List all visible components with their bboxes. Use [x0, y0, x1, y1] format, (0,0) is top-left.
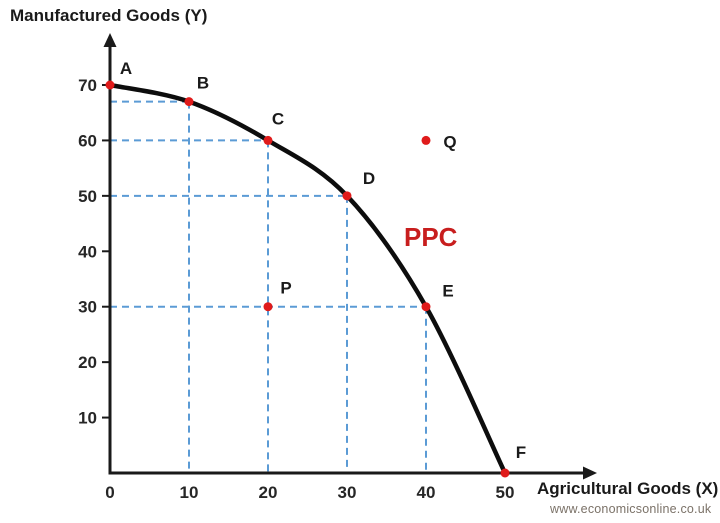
point-label-e: E — [442, 282, 453, 301]
point-dot-q — [421, 135, 431, 145]
point-label-a: A — [120, 59, 132, 78]
y-tick-label: 50 — [78, 187, 97, 206]
point-label-f: F — [516, 443, 526, 462]
x-tick-label: 10 — [180, 483, 199, 502]
point-dot-c — [263, 135, 273, 145]
point-label-p: P — [280, 279, 291, 298]
point-dot-f — [500, 468, 510, 478]
y-tick-label: 40 — [78, 242, 97, 261]
point-label-c: C — [272, 109, 284, 128]
x-tick-label: 50 — [496, 483, 515, 502]
y-tick-label: 30 — [78, 298, 97, 317]
x-axis-title: Agricultural Goods (X) — [537, 479, 719, 498]
x-tick-label: 20 — [259, 483, 278, 502]
y-tick-label: 20 — [78, 353, 97, 372]
point-dot-p — [263, 302, 273, 312]
point-label-q: Q — [443, 132, 456, 151]
x-tick-label: 40 — [417, 483, 436, 502]
x-axis-arrow-icon — [583, 466, 597, 480]
point-dot-d — [342, 191, 352, 201]
y-axis-title: Manufactured Goods (Y) — [10, 6, 208, 25]
point-label-d: D — [363, 169, 375, 188]
point-dot-a — [105, 80, 115, 90]
ppc-curve-label: PPC — [404, 222, 458, 252]
y-tick-label: 70 — [78, 76, 97, 95]
x-tick-label: 0 — [105, 483, 114, 502]
point-dot-b — [184, 97, 194, 107]
y-tick-label: 10 — [78, 409, 97, 428]
watermark-url: www.economicsonline.co.uk — [550, 502, 712, 516]
x-tick-label: 30 — [338, 483, 357, 502]
y-tick-label: 60 — [78, 131, 97, 150]
point-dot-e — [421, 302, 431, 312]
point-label-b: B — [197, 74, 209, 93]
y-axis-arrow-icon — [103, 33, 117, 47]
